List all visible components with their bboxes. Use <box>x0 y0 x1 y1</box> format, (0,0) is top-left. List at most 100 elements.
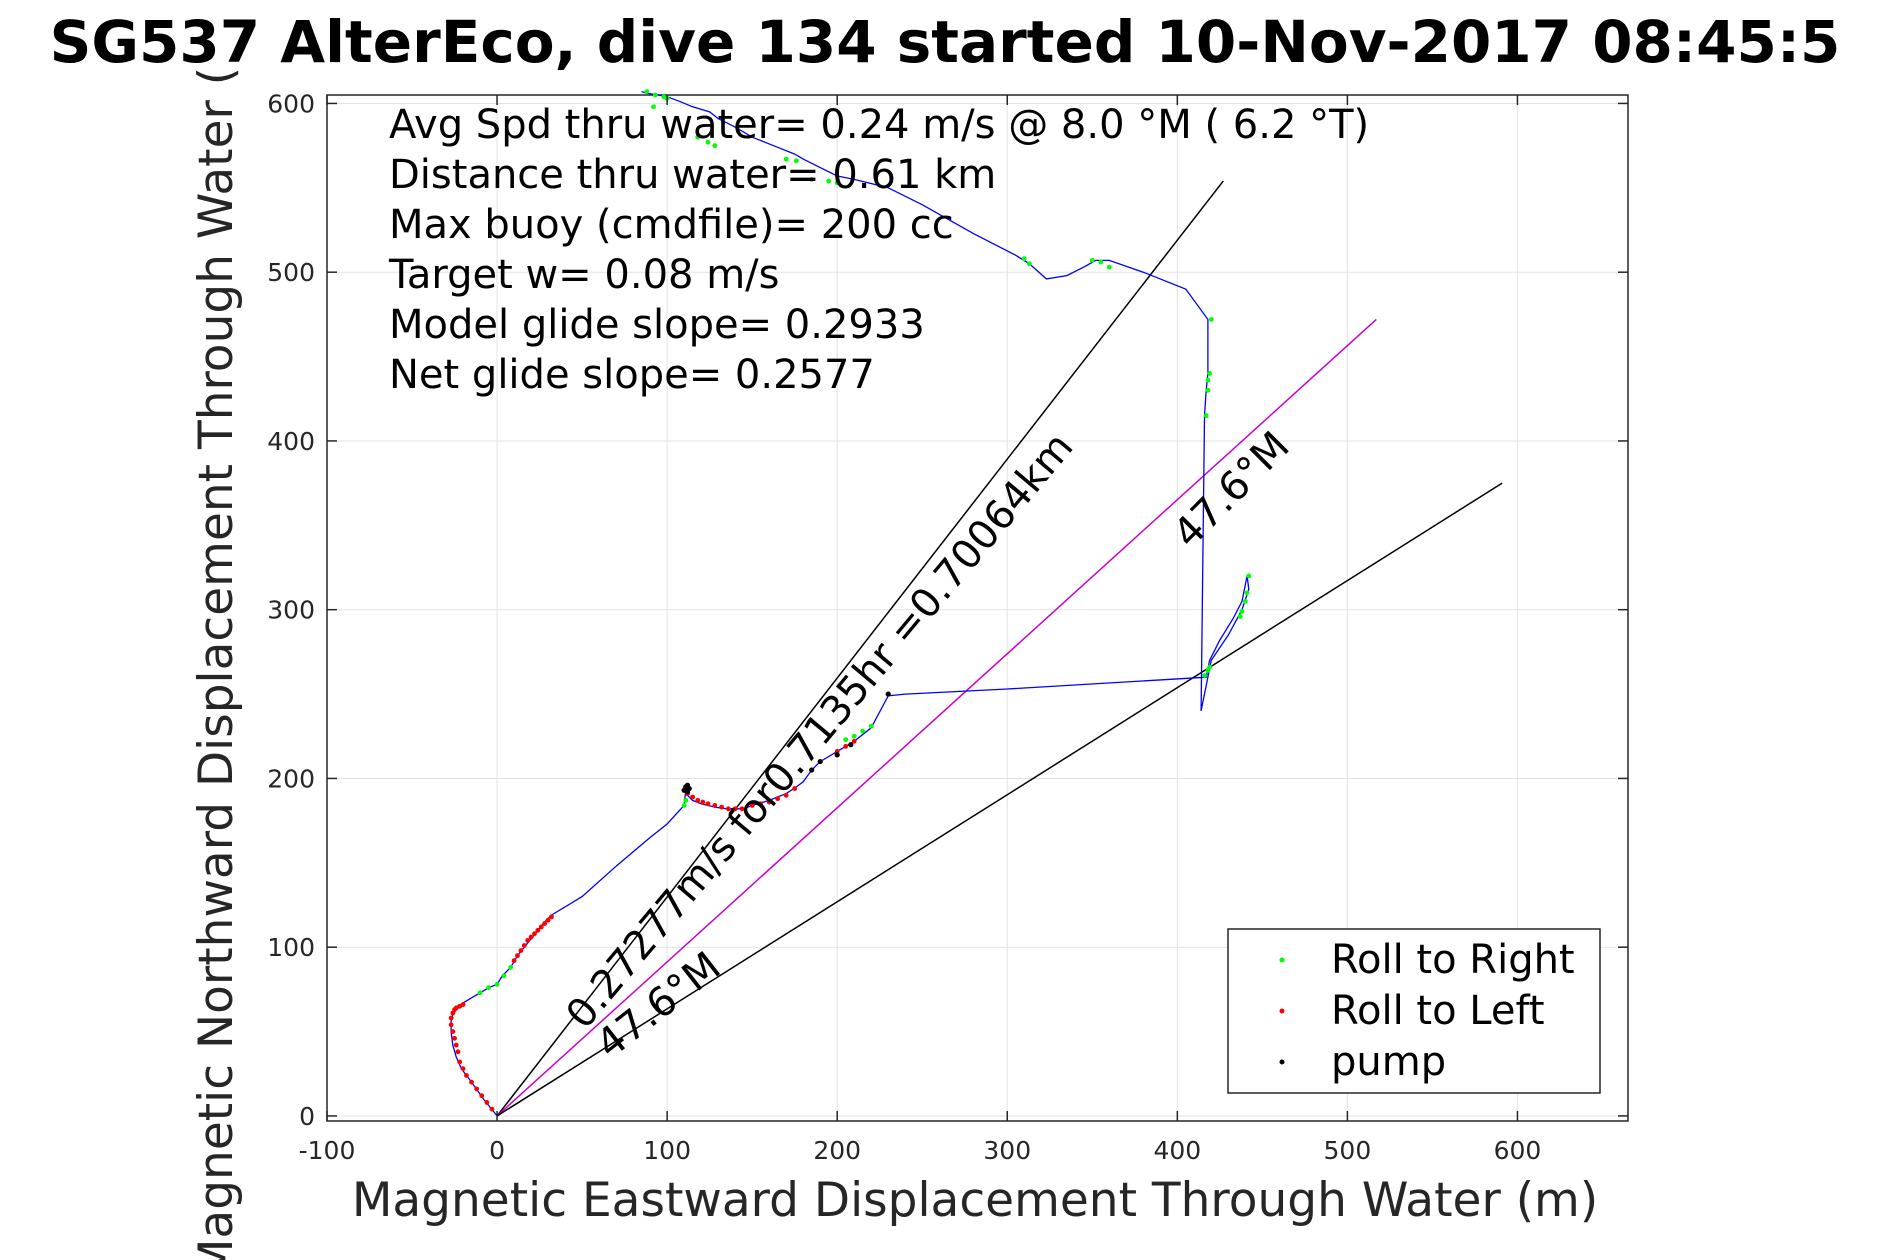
roll-left-point <box>545 917 551 923</box>
heading-annotation-upper: 47.6°M <box>1165 423 1299 557</box>
roll-left-point <box>484 1100 490 1105</box>
x-tick-label: -100 <box>299 1136 356 1165</box>
roll-left-point <box>532 931 537 937</box>
roll-right-point <box>681 803 687 808</box>
roll-left-point <box>489 1106 495 1112</box>
roll-left-point <box>457 1059 463 1065</box>
roll-left-point <box>525 938 531 943</box>
pump-point <box>885 691 891 697</box>
roll-right-point <box>494 981 500 987</box>
info-text-block: Avg Spd thru water= 0.24 m/s @ 8.0 °M ( … <box>388 102 1369 398</box>
roll-left-point <box>690 794 696 800</box>
x-tick-label: 400 <box>1153 1136 1201 1165</box>
roll-right-point <box>809 176 815 182</box>
roll-left-point <box>851 738 857 744</box>
y-axis-ticks: 0 100 200 300 400 500 600 <box>267 89 1628 1131</box>
reference-line <box>496 180 1224 1117</box>
y-tick-label: 0 <box>299 1102 315 1131</box>
reference-line <box>496 318 1377 1117</box>
roll-left-point <box>479 1093 485 1099</box>
roll-left-point <box>542 921 548 926</box>
roll-left-point <box>448 1015 454 1021</box>
roll-right-point <box>1237 614 1243 619</box>
legend-label-roll-right: Roll to Right <box>1331 937 1575 983</box>
roll-right-point <box>1098 259 1104 265</box>
roll-right-point <box>1239 608 1245 614</box>
roll-right-point <box>712 143 718 149</box>
roll-right-point <box>1203 413 1209 419</box>
y-tick-label: 100 <box>267 933 315 962</box>
roll-right-point <box>486 985 491 991</box>
roll-right-point <box>826 178 832 184</box>
roll-right-point <box>1246 573 1252 579</box>
info-line: Distance thru water= 0.61 km <box>389 152 996 198</box>
roll-right-point <box>508 965 514 970</box>
roll-right-point <box>843 737 849 743</box>
x-axis-label: Magnetic Eastward Displacement Through W… <box>352 1173 1598 1228</box>
pump-point <box>809 767 815 773</box>
roll-left-point <box>460 1002 466 1007</box>
roll-left-point <box>775 796 781 802</box>
legend-marker-pump <box>1279 1059 1285 1065</box>
x-tick-label: 0 <box>489 1136 505 1165</box>
roll-left-point <box>535 927 541 933</box>
roll-left-point <box>695 797 701 803</box>
roll-right-point <box>705 139 711 145</box>
roll-left-point <box>549 914 554 920</box>
speed-distance-annotation: 0.27277m/s for0.7135hr =0.70064km <box>557 424 1082 1037</box>
roll-left-point <box>725 806 731 812</box>
info-line: Max buoy (cmdfile)= 200 cc <box>389 202 954 248</box>
pump-point <box>683 784 689 790</box>
roll-left-point <box>712 803 718 808</box>
roll-right-point <box>793 158 799 164</box>
roll-right-point <box>652 92 658 98</box>
roll-left-point <box>528 934 534 940</box>
x-tick-label: 600 <box>1494 1136 1542 1165</box>
info-line: Net glide slope= 0.2577 <box>389 352 875 398</box>
roll-right-point <box>851 733 857 739</box>
pump-point <box>817 758 823 765</box>
roll-right-point <box>1242 598 1248 604</box>
legend: Roll to Right Roll to Left pump <box>1227 928 1601 1094</box>
y-axis-label: Magnetic Northward Displacement Through … <box>189 67 244 1260</box>
roll-right-point <box>1244 590 1250 596</box>
roll-right-point <box>651 104 656 110</box>
roll-right-point <box>661 94 667 100</box>
roll-right-point <box>834 180 840 186</box>
roll-right-point <box>1089 257 1095 263</box>
roll-right-point <box>477 990 483 996</box>
y-tick-label: 400 <box>267 427 315 456</box>
roll-right-point <box>1205 377 1211 383</box>
roll-left-point <box>455 1049 461 1055</box>
roll-left-point <box>766 799 772 805</box>
roll-left-point <box>538 924 544 930</box>
roll-right-point <box>1021 256 1027 262</box>
roll-right-point <box>1205 387 1211 393</box>
chart-title: SG537 AlterEco, dive 134 started 10-Nov-… <box>50 8 1841 76</box>
roll-left-point <box>732 806 738 812</box>
grid-lines <box>326 95 1628 1121</box>
roll-right-point <box>695 134 701 140</box>
roll-left-point <box>469 1079 474 1085</box>
roll-left-point <box>843 743 849 749</box>
dive-track-line <box>450 90 1250 1117</box>
info-line: Target w= 0.08 m/s <box>388 252 779 298</box>
plot-area-frame <box>326 94 1629 1122</box>
roll-left-point <box>450 1029 456 1034</box>
info-line: Avg Spd thru water= 0.24 m/s @ 8.0 °M ( … <box>389 102 1369 148</box>
marker-points <box>448 89 1252 1112</box>
roll-right-point <box>1106 264 1112 270</box>
pump-point <box>684 789 691 795</box>
roll-left-point <box>511 958 517 964</box>
x-axis-ticks: -100 0 100 200 300 400 500 600 <box>299 95 1542 1165</box>
x-tick-label: 300 <box>983 1136 1031 1165</box>
roll-right-point <box>683 797 689 803</box>
reference-line <box>496 482 1503 1117</box>
roll-left-point <box>749 803 755 808</box>
roll-right-point <box>1208 317 1214 322</box>
roll-left-point <box>758 801 764 807</box>
roll-right-point <box>644 89 650 95</box>
roll-left-point <box>792 786 798 791</box>
roll-right-point <box>1207 664 1213 670</box>
